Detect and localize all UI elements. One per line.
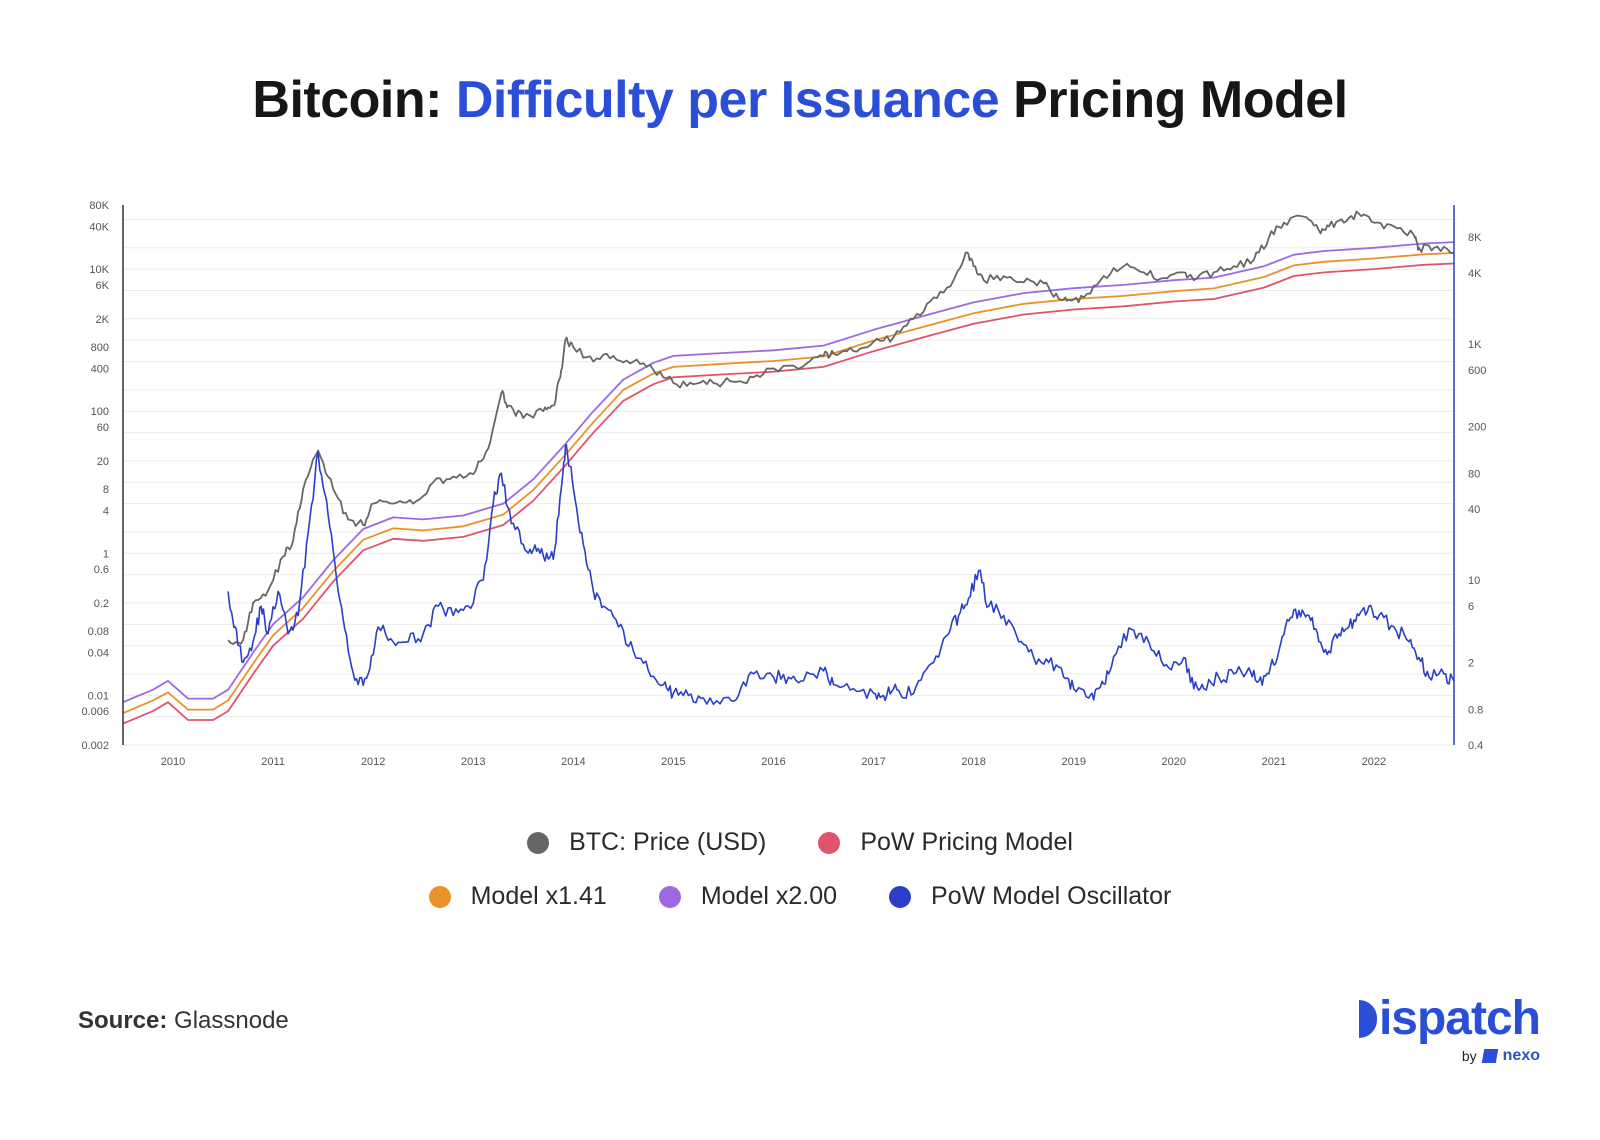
legend-model-141[interactable]: Model x1.41 — [428, 882, 607, 911]
left-tick-label: 8 — [103, 484, 109, 496]
right-tick-label: 2 — [1468, 657, 1474, 669]
legend-pow-model-dot — [818, 831, 841, 854]
x-tick-label: 2010 — [161, 756, 185, 768]
left-tick-label: 0.6 — [94, 564, 109, 576]
left-tick-label: 10K — [89, 264, 109, 276]
legend-model-141-label: Model x1.41 — [470, 882, 607, 910]
gridlines — [123, 218, 1454, 746]
source-note: Source: Glassnode — [78, 1007, 289, 1035]
legend-btc-price[interactable]: BTC: Price (USD) — [527, 828, 766, 857]
right-tick-label: 6 — [1468, 601, 1474, 613]
left-tick-label: 0.08 — [88, 626, 109, 638]
brand-d-mark-icon — [1358, 1000, 1377, 1038]
x-tick-label: 2021 — [1262, 756, 1286, 768]
legend-oscillator-label: PoW Model Oscillator — [931, 882, 1172, 910]
x-tick-label: 2020 — [1162, 756, 1186, 768]
x-tick-label: 2016 — [761, 756, 785, 768]
right-tick-label: 80 — [1468, 468, 1480, 480]
right-tick-label: 10 — [1468, 575, 1480, 587]
legend-oscillator-dot — [889, 885, 912, 908]
left-tick-label: 60 — [97, 422, 109, 434]
source-label: Source: — [78, 1007, 168, 1034]
left-tick-label: 0.006 — [81, 706, 109, 718]
legend-model-200-label: Model x2.00 — [700, 882, 838, 910]
left-tick-label: 4 — [103, 506, 109, 518]
right-tick-label: 0.4 — [1468, 740, 1483, 752]
right-tick-label: 8K — [1468, 232, 1482, 244]
brand-by-text: by — [1461, 1048, 1477, 1064]
legend-model-141-dot — [428, 885, 451, 908]
brand-wordmark: ispatch — [1358, 992, 1541, 1045]
right-tick-label: 4K — [1468, 268, 1482, 280]
brand-byline: by nexo — [1462, 1047, 1540, 1065]
series-model-x2-00 — [122, 241, 1455, 704]
right-axis-ticks: 8K 4K 1K 600 200 80 40 10 6 2 0.8 0.4 — [1468, 232, 1486, 752]
left-tick-label: 0.2 — [94, 598, 109, 610]
left-tick-label: 0.002 — [81, 740, 109, 752]
legend-btc-price-dot — [527, 831, 550, 854]
left-tick-label: 100 — [91, 406, 109, 418]
x-tick-label: 2019 — [1061, 756, 1085, 768]
right-tick-label: 600 — [1468, 365, 1486, 377]
right-tick-label: 1K — [1468, 339, 1482, 351]
title-prefix: Bitcoin: — [252, 71, 456, 129]
title-suffix: Pricing Model — [999, 71, 1348, 129]
series-model-x1-41 — [122, 252, 1455, 715]
x-tick-label: 2018 — [961, 756, 985, 768]
legend-row-2: Model x1.41 Model x2.00 PoW Model Oscill… — [0, 882, 1600, 911]
legend-btc-price-label: BTC: Price (USD) — [569, 828, 767, 856]
x-tick-label: 2012 — [361, 756, 385, 768]
left-tick-label: 1 — [103, 548, 109, 560]
legend-row-1: BTC: Price (USD) PoW Pricing Model — [0, 828, 1600, 857]
legend-pow-model[interactable]: PoW Pricing Model — [818, 828, 1073, 857]
legend-model-200-dot — [658, 885, 681, 908]
left-tick-label: 0.04 — [88, 648, 109, 660]
nexo-logo-icon — [1481, 1049, 1498, 1063]
left-tick-label: 0.01 — [88, 690, 109, 702]
right-tick-label: 40 — [1468, 504, 1480, 516]
legend-pow-model-label: PoW Pricing Model — [860, 828, 1073, 856]
x-tick-label: 2014 — [561, 756, 585, 768]
series-lines — [122, 210, 1455, 725]
x-tick-label: 2022 — [1362, 756, 1386, 768]
series-pow-model-oscillator — [227, 443, 1455, 706]
left-tick-label: 40K — [89, 221, 109, 233]
left-tick-label: 6K — [96, 280, 110, 292]
legend-model-200[interactable]: Model x2.00 — [658, 882, 838, 911]
brand-partner-text: nexo — [1502, 1047, 1540, 1064]
x-tick-label: 2017 — [861, 756, 885, 768]
chart-title: Bitcoin: Difficulty per Issuance Pricing… — [0, 70, 1600, 130]
legend-oscillator[interactable]: PoW Model Oscillator — [889, 882, 1171, 911]
chart-area: 80K 40K 10K 6K 2K 800 400 100 60 20 8 4 1 0.6 0.2 0.08 0… — [81, 200, 1486, 768]
x-tick-label: 2015 — [661, 756, 685, 768]
dispatch-logo: ispatch by nexo — [1300, 992, 1541, 1065]
left-tick-label: 2K — [96, 314, 110, 326]
x-tick-label: 2013 — [461, 756, 485, 768]
series-btc-price-usd — [227, 210, 1455, 645]
left-tick-label: 400 — [91, 363, 109, 375]
left-tick-label: 800 — [91, 342, 109, 354]
right-tick-label: 0.8 — [1468, 704, 1483, 716]
left-tick-label: 80K — [89, 200, 109, 212]
left-tick-label: 20 — [97, 456, 109, 468]
series-pow-pricing-model — [122, 262, 1455, 725]
brand-name-text: ispatch — [1378, 992, 1541, 1045]
x-axis-ticks: 2010 2011 2012 2013 2014 2015 2016 2017 2018 2019… — [161, 756, 1386, 768]
source-value: Glassnode — [174, 1007, 289, 1034]
right-tick-label: 200 — [1468, 421, 1486, 433]
left-axis-ticks: 80K 40K 10K 6K 2K 800 400 100 60 20 8 4 1 0.6 0.2 0.08 0… — [81, 200, 109, 752]
title-highlight: Difficulty per Issuance — [455, 71, 1000, 129]
x-tick-label: 2011 — [261, 756, 285, 768]
